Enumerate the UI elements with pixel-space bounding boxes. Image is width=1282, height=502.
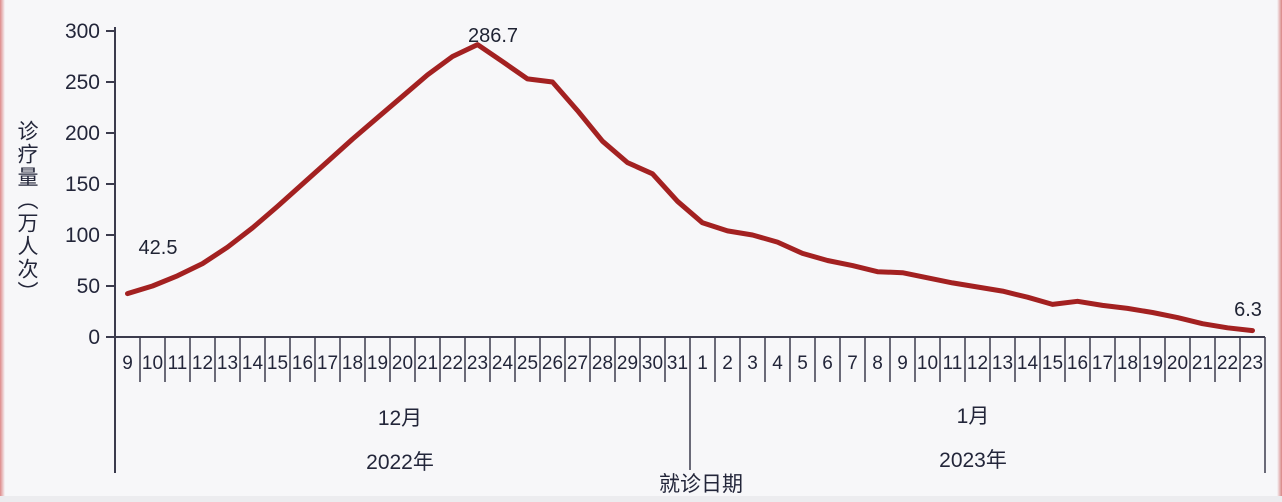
x-tick-label: 18 xyxy=(342,353,363,374)
x-tick-label: 13 xyxy=(992,353,1013,374)
year-label-2023: 2023年 xyxy=(939,449,1007,472)
x-tick-label: 13 xyxy=(217,353,238,374)
x-tick-label: 1 xyxy=(697,353,708,374)
x-tick-label: 24 xyxy=(492,353,514,374)
x-tick-label: 20 xyxy=(392,353,413,374)
x-tick-label: 20 xyxy=(1167,353,1188,374)
x-tick-label: 25 xyxy=(517,353,538,374)
left-edge-strip xyxy=(0,0,5,502)
x-tick-label: 22 xyxy=(1217,353,1238,374)
x-axis-title: 就诊日期 xyxy=(659,473,743,496)
x-tick-label: 23 xyxy=(1242,353,1263,374)
x-tick-label: 18 xyxy=(1117,353,1138,374)
x-tick-label: 12 xyxy=(192,353,213,374)
x-tick-label: 19 xyxy=(367,353,388,374)
bottom-edge-band xyxy=(0,496,1282,502)
x-tick-label: 3 xyxy=(747,353,758,374)
x-tick-label: 23 xyxy=(467,353,488,374)
annotation-peak-value: 286.7 xyxy=(467,25,519,47)
x-tick-label: 15 xyxy=(267,353,288,374)
x-tick-label: 17 xyxy=(317,353,338,374)
x-tick-label: 10 xyxy=(142,353,163,374)
x-tick-label: 16 xyxy=(1067,353,1088,374)
y-tick-label: 250 xyxy=(65,71,100,94)
y-tick-label: 150 xyxy=(65,173,100,196)
x-tick-label: 14 xyxy=(242,353,264,374)
annotation-end-value: 6.3 xyxy=(1234,299,1262,321)
x-tick-label: 30 xyxy=(642,353,663,374)
x-tick-label: 26 xyxy=(542,353,563,374)
x-tick-label: 14 xyxy=(1017,353,1039,374)
y-tick-label: 100 xyxy=(65,224,100,247)
month-label-december: 12月 xyxy=(377,407,423,430)
right-edge-strip xyxy=(1277,0,1282,502)
month-label-january: 1月 xyxy=(956,405,990,428)
year-label-2022: 2022年 xyxy=(366,451,434,474)
y-tick-label: 50 xyxy=(77,275,100,298)
x-tick-label: 11 xyxy=(943,353,963,374)
x-tick-label: 4 xyxy=(772,353,783,374)
x-tick-label: 21 xyxy=(417,353,438,374)
x-tick-label: 9 xyxy=(897,353,908,374)
annotation-start-value: 42.5 xyxy=(138,237,178,259)
y-axis-title: 诊疗量（万人次） xyxy=(15,120,38,304)
x-tick-label: 6 xyxy=(822,353,833,374)
x-tick-label: 28 xyxy=(592,353,613,374)
x-tick-label: 12 xyxy=(967,353,988,374)
x-tick-label: 8 xyxy=(872,353,883,374)
x-tick-label: 19 xyxy=(1142,353,1163,374)
x-tick-label: 11 xyxy=(168,353,188,374)
x-tick-label: 10 xyxy=(917,353,938,374)
y-tick-label: 300 xyxy=(65,20,100,43)
x-tick-label: 2 xyxy=(722,353,733,374)
x-tick-label: 22 xyxy=(442,353,463,374)
x-tick-label: 7 xyxy=(847,353,858,374)
x-tick-label: 27 xyxy=(567,353,588,374)
data-line-series xyxy=(125,42,1255,334)
x-tick-label: 17 xyxy=(1092,353,1113,374)
y-tick-label: 200 xyxy=(65,122,100,145)
x-tick-label: 31 xyxy=(667,353,688,374)
x-tick-label: 15 xyxy=(1042,353,1063,374)
x-tick-label: 16 xyxy=(292,353,313,374)
x-tick-label: 29 xyxy=(617,353,638,374)
x-tick-label: 9 xyxy=(122,353,133,374)
x-tick-label: 21 xyxy=(1192,353,1213,374)
y-tick-label: 0 xyxy=(88,326,100,349)
x-tick-label: 5 xyxy=(797,353,808,374)
